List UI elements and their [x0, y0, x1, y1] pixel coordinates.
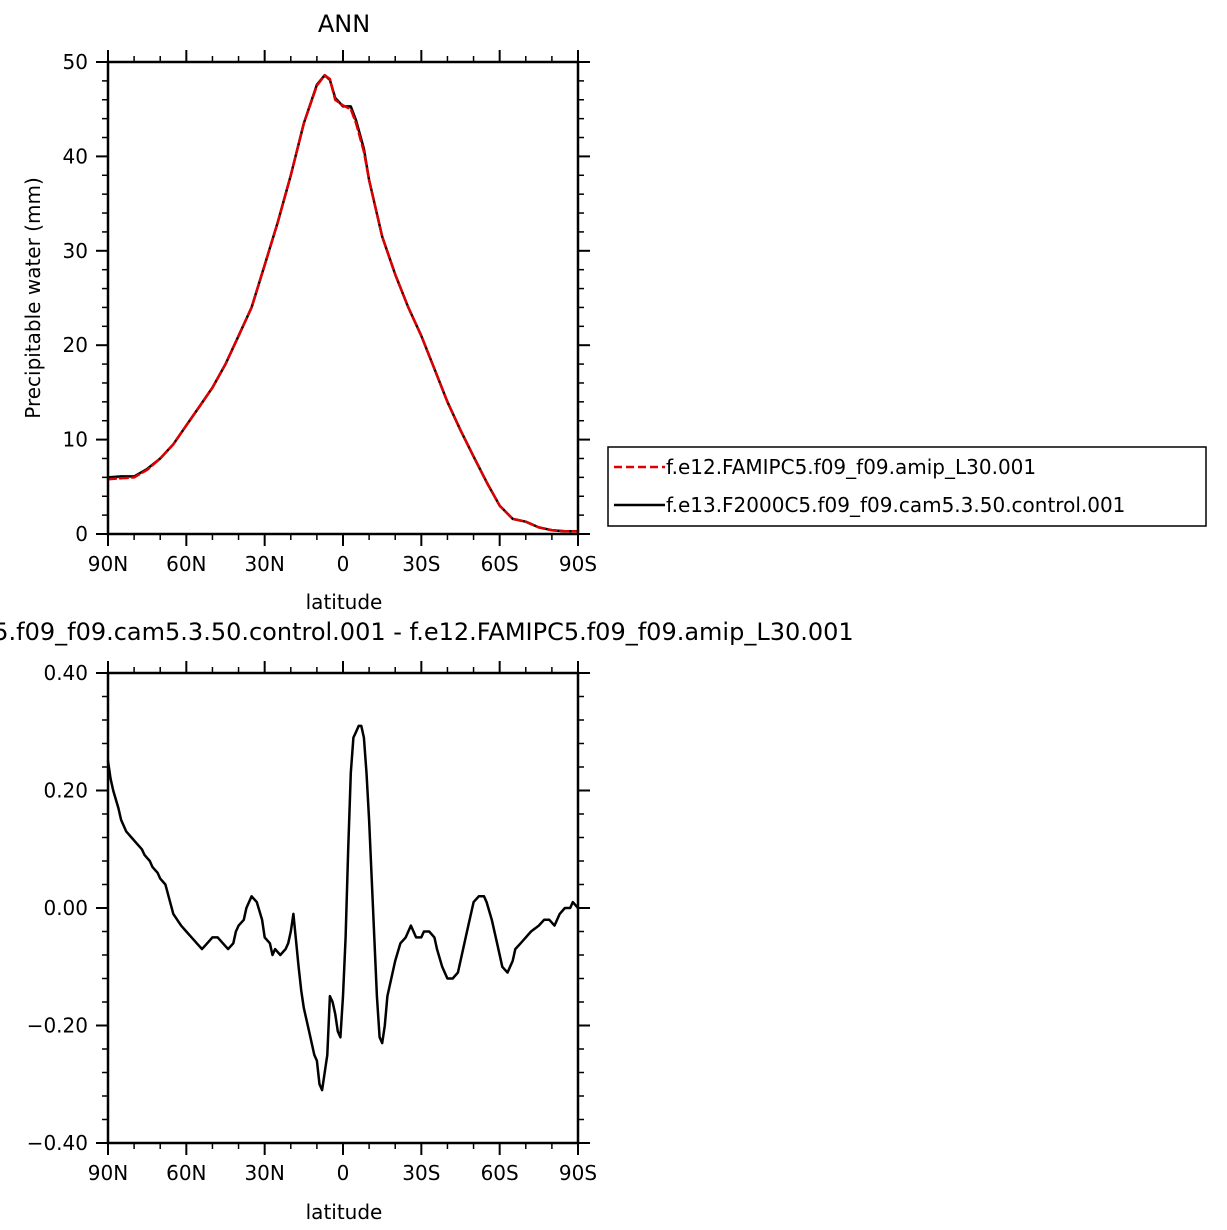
bottom-y-tick-label: −0.20	[27, 1014, 88, 1038]
bottom-panel-frame	[106, 671, 580, 1145]
top-panel-x-axis-label: latitude	[306, 590, 383, 614]
bottom-y-tick-label: 0.40	[43, 661, 88, 685]
legend-label-series-2: f.e13.F2000C5.f09_f09.cam5.3.50.control.…	[666, 493, 1125, 517]
top-panel-title: ANN	[318, 10, 370, 38]
top-panel-series	[106, 73, 580, 533]
bottom-series-line-1	[106, 724, 580, 1092]
bottom-panel-title: f.e13.F2000C5.f09_f09.cam5.3.50.control.…	[0, 618, 854, 646]
top-panel-frame	[106, 60, 580, 536]
top-x-tick-label: 60S	[481, 552, 519, 576]
top-series-line-1	[106, 73, 580, 533]
top-y-tick-label: 0	[75, 522, 88, 546]
top-y-tick-label: 30	[63, 239, 88, 263]
top-x-tick-label: 90N	[88, 552, 128, 576]
legend-box	[607, 446, 1207, 527]
bottom-x-tick-label: 60S	[481, 1161, 519, 1185]
top-x-tick-label: 30S	[402, 552, 440, 576]
bottom-panel-series	[106, 724, 580, 1092]
top-y-tick-label: 50	[63, 50, 88, 74]
bottom-x-tick-label: 90N	[88, 1161, 128, 1185]
top-x-tick-label: 60N	[166, 552, 206, 576]
bottom-x-tick-label: 60N	[166, 1161, 206, 1185]
bottom-panel-ticks: 90N 60N 30N 0 30S 60S 90S −0.40 −0.20 0.00 0.20 0.4…	[27, 661, 597, 1185]
legend: f.e12.FAMIPC5.f09_f09.amip_L30.001 f.e13…	[607, 446, 1207, 527]
bottom-y-tick-label: 0.00	[43, 896, 88, 920]
bottom-y-tick-label: −0.40	[27, 1131, 88, 1155]
top-panel-y-axis-label: Precipitable water (mm)	[21, 177, 45, 419]
difference-panel: f.e13.F2000C5.f09_f09.cam5.3.50.control.…	[0, 618, 854, 1224]
top-y-tick-label: 20	[63, 333, 88, 357]
legend-label-series-1: f.e12.FAMIPC5.f09_f09.amip_L30.001	[666, 455, 1036, 479]
bottom-x-tick-label: 0	[337, 1161, 350, 1185]
top-y-tick-label: 40	[63, 144, 88, 168]
bottom-x-tick-label: 90S	[559, 1161, 597, 1185]
bottom-panel-x-axis-label: latitude	[306, 1200, 383, 1224]
bottom-x-tick-label: 30S	[402, 1161, 440, 1185]
top-x-tick-label: 30N	[244, 552, 284, 576]
bottom-y-tick-label: 0.20	[43, 779, 88, 803]
precipitable-water-panel: ANN Precipitable water (mm) latitude 90N…	[21, 10, 1207, 614]
top-x-tick-label: 90S	[559, 552, 597, 576]
bottom-x-tick-label: 30N	[244, 1161, 284, 1185]
top-x-tick-label: 0	[337, 552, 350, 576]
top-panel-ticks: 90N 60N 30N 0 30S 60S 90S 0 10 20 30 40 50	[63, 50, 597, 576]
top-y-tick-label: 10	[63, 428, 88, 452]
top-series-line-2	[106, 73, 580, 533]
